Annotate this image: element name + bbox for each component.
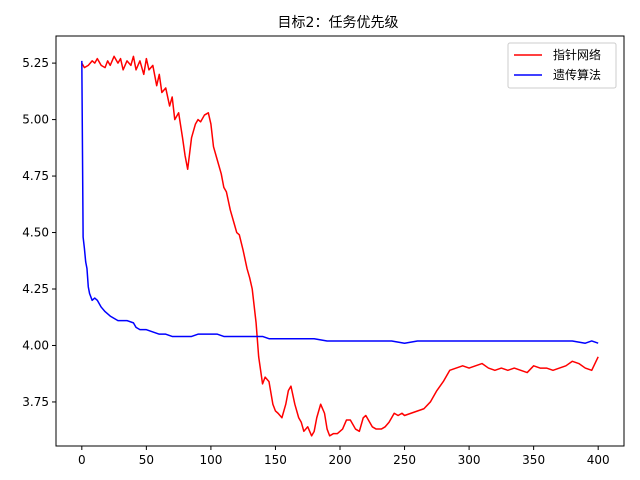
chart-title: 目标2：任务优先级 [278,15,399,31]
x-tick-label: 150 [264,453,287,467]
x-tick-label: 100 [199,453,222,467]
x-tick-label: 200 [329,453,352,467]
y-tick-label: 4.25 [22,282,49,296]
x-tick-label: 0 [78,453,86,467]
x-tick-label: 300 [458,453,481,467]
y-tick-label: 3.75 [22,395,49,409]
x-tick-label: 350 [522,453,545,467]
legend-label-2: 遗传算法 [553,67,601,82]
y-tick-label: 5.25 [22,56,49,70]
series-line-1 [81,55,599,437]
x-tick-label: 50 [139,453,154,467]
plot-area [81,55,599,437]
axes: 0 50 100 150 200 250 300 350 400 3.75 4.00 4.25 4.50… [22,35,625,467]
y-tick-label: 4.50 [22,226,49,240]
plot-frame [55,35,625,447]
y-tick-label: 4.00 [22,338,49,352]
x-tick-label: 400 [587,453,610,467]
series-line-2 [81,60,599,344]
legend-label-1: 指针网络 [553,47,601,62]
x-tick-label: 250 [393,453,416,467]
y-tick-label: 4.75 [22,169,49,183]
y-tick-label: 5.00 [22,113,49,127]
